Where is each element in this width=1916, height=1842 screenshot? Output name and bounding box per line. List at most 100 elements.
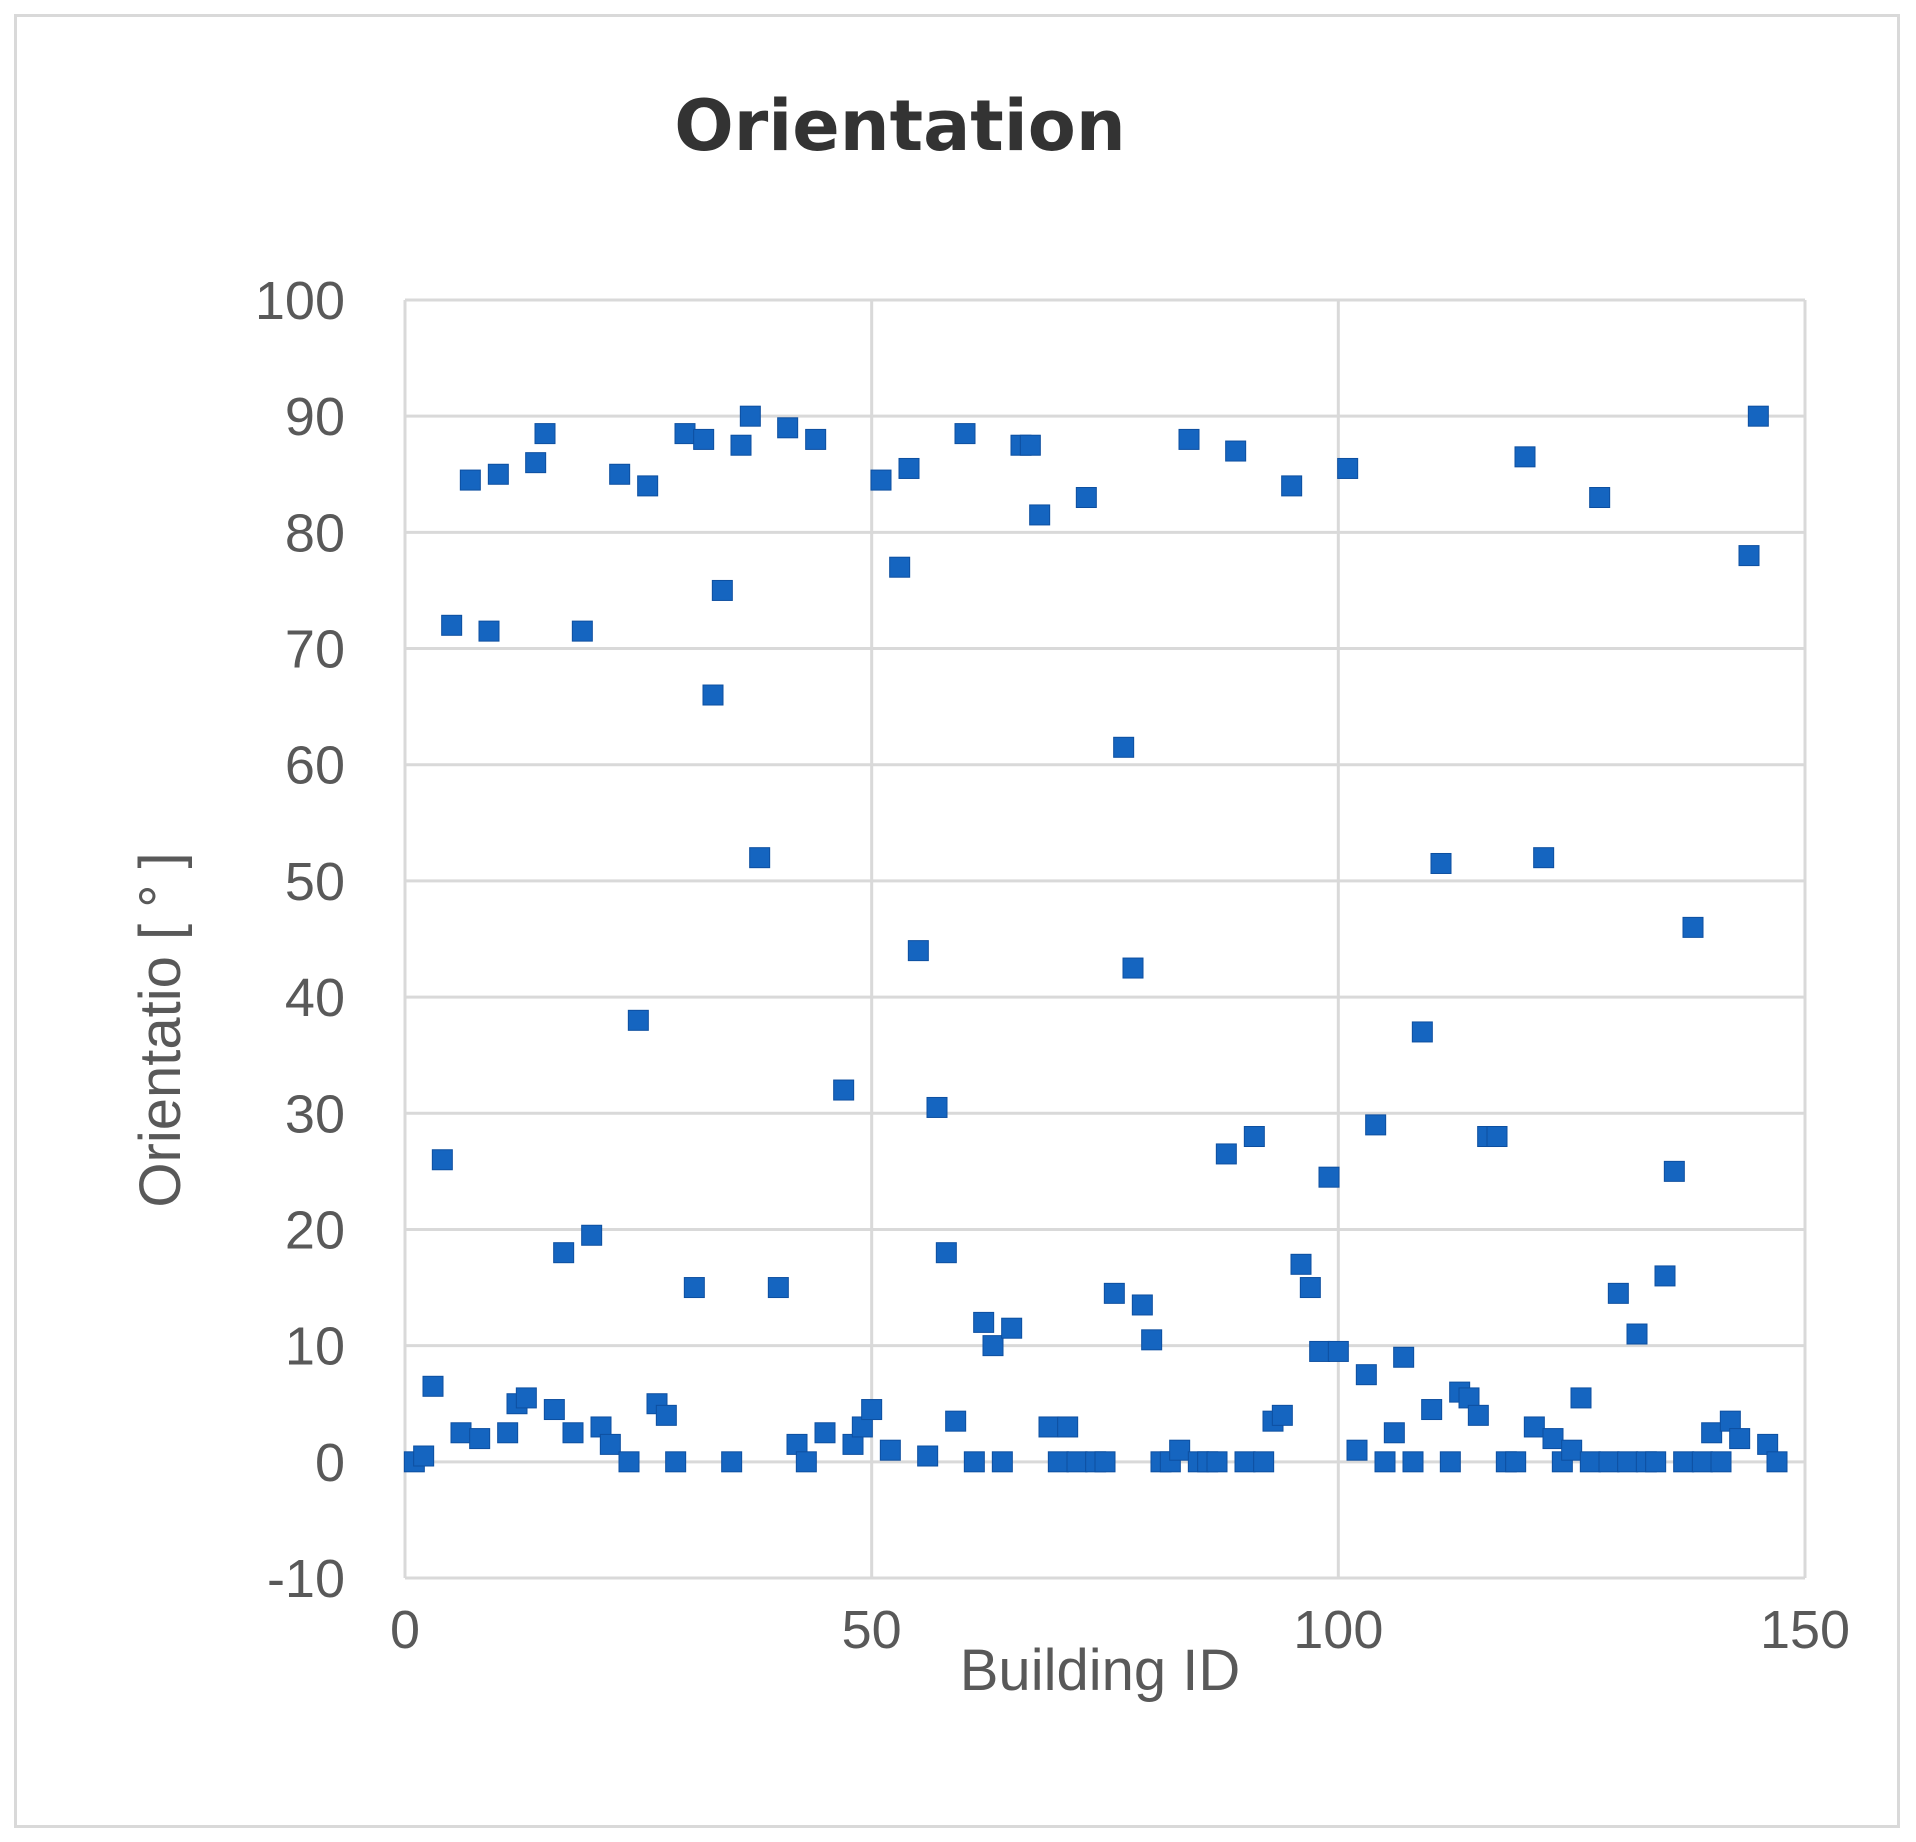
data-point: [879, 1439, 901, 1461]
data-point: [795, 1451, 817, 1473]
x-axis-title: Building ID: [960, 1638, 1240, 1703]
data-point: [431, 1149, 453, 1171]
data-point: [1542, 1428, 1564, 1450]
y-tick-label: 90: [285, 387, 345, 447]
data-point: [1523, 1416, 1545, 1438]
data-point: [861, 1399, 883, 1421]
data-point: [1066, 1451, 1088, 1473]
data-point: [655, 1404, 677, 1426]
data-point: [1654, 1265, 1676, 1287]
data-point: [1346, 1439, 1368, 1461]
data-point: [1514, 446, 1536, 468]
y-tick-label: 60: [285, 736, 345, 796]
data-point: [1271, 1404, 1293, 1426]
data-point: [1421, 1399, 1443, 1421]
data-point: [1178, 428, 1200, 450]
data-point: [1299, 1277, 1321, 1299]
data-point: [1486, 1126, 1508, 1148]
data-point: [599, 1433, 621, 1455]
data-point: [1393, 1346, 1415, 1368]
data-point: [1747, 405, 1769, 427]
data-point: [721, 1451, 743, 1473]
data-point: [1411, 1021, 1433, 1043]
data-point: [1561, 1439, 1583, 1461]
data-point: [945, 1410, 967, 1432]
y-tick-label: 100: [255, 271, 345, 331]
y-tick-label: 50: [285, 852, 345, 912]
data-point: [739, 405, 761, 427]
data-point: [1206, 1451, 1228, 1473]
chart-title: Orientation: [674, 85, 1125, 167]
data-point: [814, 1422, 836, 1444]
data-point: [1710, 1451, 1732, 1473]
data-point: [767, 1277, 789, 1299]
data-point: [1579, 1451, 1601, 1473]
y-tick-label: 10: [285, 1317, 345, 1377]
data-point: [1038, 1416, 1060, 1438]
x-tick-label: 0: [390, 1600, 420, 1660]
data-point: [1533, 847, 1555, 869]
data-point: [730, 434, 752, 456]
data-point: [1327, 1340, 1349, 1362]
data-point: [1691, 1451, 1713, 1473]
data-point: [1682, 916, 1704, 938]
data-point: [1402, 1451, 1424, 1473]
data-point: [1215, 1143, 1237, 1165]
data-point: [497, 1422, 519, 1444]
data-point: [935, 1242, 957, 1264]
data-point: [487, 463, 509, 485]
data-point: [1122, 957, 1144, 979]
data-point: [1309, 1340, 1331, 1362]
data-point: [1365, 1114, 1387, 1136]
y-tick-label: 40: [285, 968, 345, 1028]
data-point: [543, 1399, 565, 1421]
data-point: [833, 1079, 855, 1101]
data-point: [459, 469, 481, 491]
data-point: [973, 1311, 995, 1333]
data-point: [1318, 1166, 1340, 1188]
y-axis-title: Orientatio [ ° ]: [128, 852, 193, 1207]
data-point: [1505, 1451, 1527, 1473]
data-point: [1337, 457, 1359, 479]
data-point: [413, 1445, 435, 1467]
data-point: [469, 1428, 491, 1450]
data-point: [954, 423, 976, 445]
data-point: [777, 417, 799, 439]
x-tick-label: 100: [1293, 1600, 1383, 1660]
data-point: [917, 1445, 939, 1467]
data-point: [1663, 1160, 1685, 1182]
data-point: [422, 1375, 444, 1397]
data-point: [1766, 1451, 1788, 1473]
data-point: [571, 620, 593, 642]
x-tick-label: 50: [842, 1600, 902, 1660]
data-point: [711, 579, 733, 601]
data-point: [581, 1224, 603, 1246]
data-point: [618, 1451, 640, 1473]
data-point: [1281, 475, 1303, 497]
data-point: [749, 847, 771, 869]
data-point: [982, 1335, 1004, 1357]
chart-frame: [14, 14, 1900, 1828]
data-point: [1113, 736, 1135, 758]
y-tick-label: -10: [267, 1549, 345, 1609]
data-point: [1467, 1404, 1489, 1426]
data-point: [991, 1451, 1013, 1473]
data-point: [1607, 1282, 1629, 1304]
data-point: [534, 423, 556, 445]
data-point: [1673, 1451, 1695, 1473]
data-point: [1131, 1294, 1153, 1316]
data-point: [963, 1451, 985, 1473]
data-point: [1094, 1451, 1116, 1473]
data-point: [1626, 1323, 1648, 1345]
y-tick-label: 70: [285, 620, 345, 680]
data-point: [693, 428, 715, 450]
data-point: [1355, 1364, 1377, 1386]
data-point: [870, 469, 892, 491]
data-point: [889, 556, 911, 578]
tick-labels: -10 0 10 20 30 40 50 60 70 80 90 100 0 50 100 150: [255, 271, 1850, 1660]
data-point: [525, 452, 547, 474]
data-point: [1374, 1451, 1396, 1473]
data-point: [1253, 1451, 1275, 1473]
data-point: [441, 614, 463, 636]
data-points: [403, 405, 1788, 1473]
